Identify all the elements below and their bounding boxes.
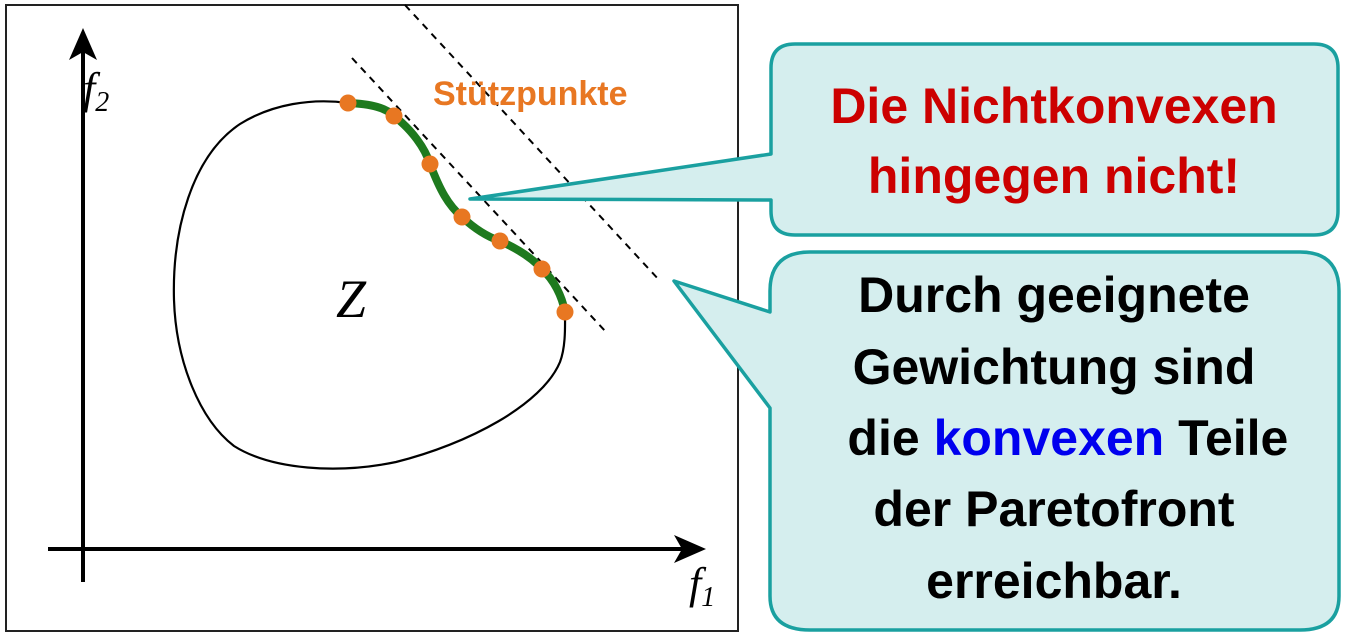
callout-bottom-line4: der Paretofront [873, 481, 1235, 537]
support-point [339, 94, 357, 112]
y-axis-label: f2 [28, 64, 142, 121]
support-point [453, 208, 471, 226]
callout-bottom-line2: Gewichtung sind [853, 339, 1256, 395]
callout-top-line2: hingegen nicht! [868, 148, 1240, 204]
callout-bottom-line3-pre: die [847, 410, 933, 466]
pareto-front-curve [344, 99, 569, 316]
callout-top-line1: Die Nichtkonvexen [830, 78, 1277, 134]
callout-bottom-line5: erreichbar. [926, 553, 1182, 609]
support-point [421, 155, 439, 173]
y-axis-label-sub: 2 [95, 87, 109, 118]
dashed-tangent-line-outer [404, 4, 661, 282]
callout-bottom-bubble [672, 250, 1341, 632]
support-point [385, 107, 403, 125]
support-points-label: Stützpunkte [433, 75, 628, 113]
callout-bottom-line3-post: Teile [1164, 410, 1288, 466]
region-z-boundary [172, 100, 567, 470]
x-axis-arrowhead [674, 535, 706, 563]
support-point [533, 260, 551, 278]
support-point [491, 232, 509, 250]
callout-bottom-line3: die konvexen Teile [778, 410, 1330, 466]
callout-bottom-line1: Durch geeignete [858, 267, 1250, 323]
dashed-tangent-line-inner [351, 57, 607, 333]
x-axis-label: f1 [634, 559, 748, 616]
x-axis [48, 535, 706, 563]
support-points [339, 94, 574, 321]
callout-top-bubble [468, 42, 1340, 237]
y-axis [69, 28, 97, 582]
x-axis-label-sub: 1 [701, 582, 715, 613]
region-label: Z [336, 269, 367, 329]
y-axis-arrowhead [69, 28, 97, 60]
support-point [556, 303, 574, 321]
callout-bottom-line3-highlight: konvexen [934, 410, 1165, 466]
